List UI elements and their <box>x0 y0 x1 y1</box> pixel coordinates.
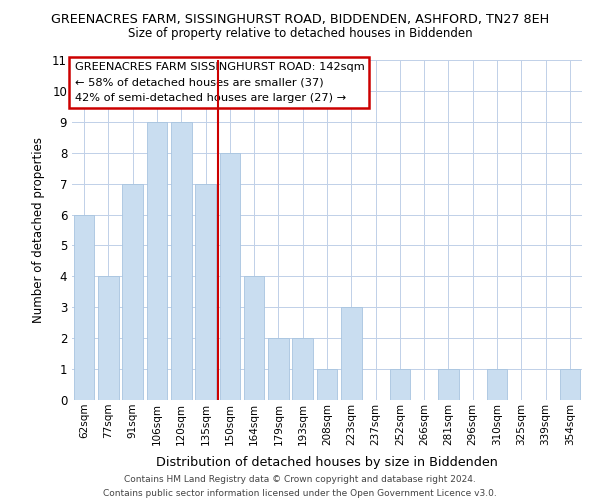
Bar <box>74 214 94 400</box>
Bar <box>171 122 191 400</box>
Bar <box>268 338 289 400</box>
Bar <box>560 369 580 400</box>
Bar <box>438 369 459 400</box>
Text: GREENACRES FARM, SISSINGHURST ROAD, BIDDENDEN, ASHFORD, TN27 8EH: GREENACRES FARM, SISSINGHURST ROAD, BIDD… <box>51 12 549 26</box>
Bar <box>220 152 240 400</box>
Bar <box>146 122 167 400</box>
Bar <box>389 369 410 400</box>
Text: Size of property relative to detached houses in Biddenden: Size of property relative to detached ho… <box>128 28 472 40</box>
X-axis label: Distribution of detached houses by size in Biddenden: Distribution of detached houses by size … <box>156 456 498 469</box>
Text: Contains HM Land Registry data © Crown copyright and database right 2024.
Contai: Contains HM Land Registry data © Crown c… <box>103 476 497 498</box>
Text: GREENACRES FARM SISSINGHURST ROAD: 142sqm
← 58% of detached houses are smaller (: GREENACRES FARM SISSINGHURST ROAD: 142sq… <box>74 62 364 103</box>
Bar <box>487 369 508 400</box>
Bar <box>292 338 313 400</box>
Bar <box>317 369 337 400</box>
Y-axis label: Number of detached properties: Number of detached properties <box>32 137 45 323</box>
Bar <box>122 184 143 400</box>
Bar <box>244 276 265 400</box>
Bar <box>98 276 119 400</box>
Bar <box>195 184 216 400</box>
Bar <box>341 308 362 400</box>
